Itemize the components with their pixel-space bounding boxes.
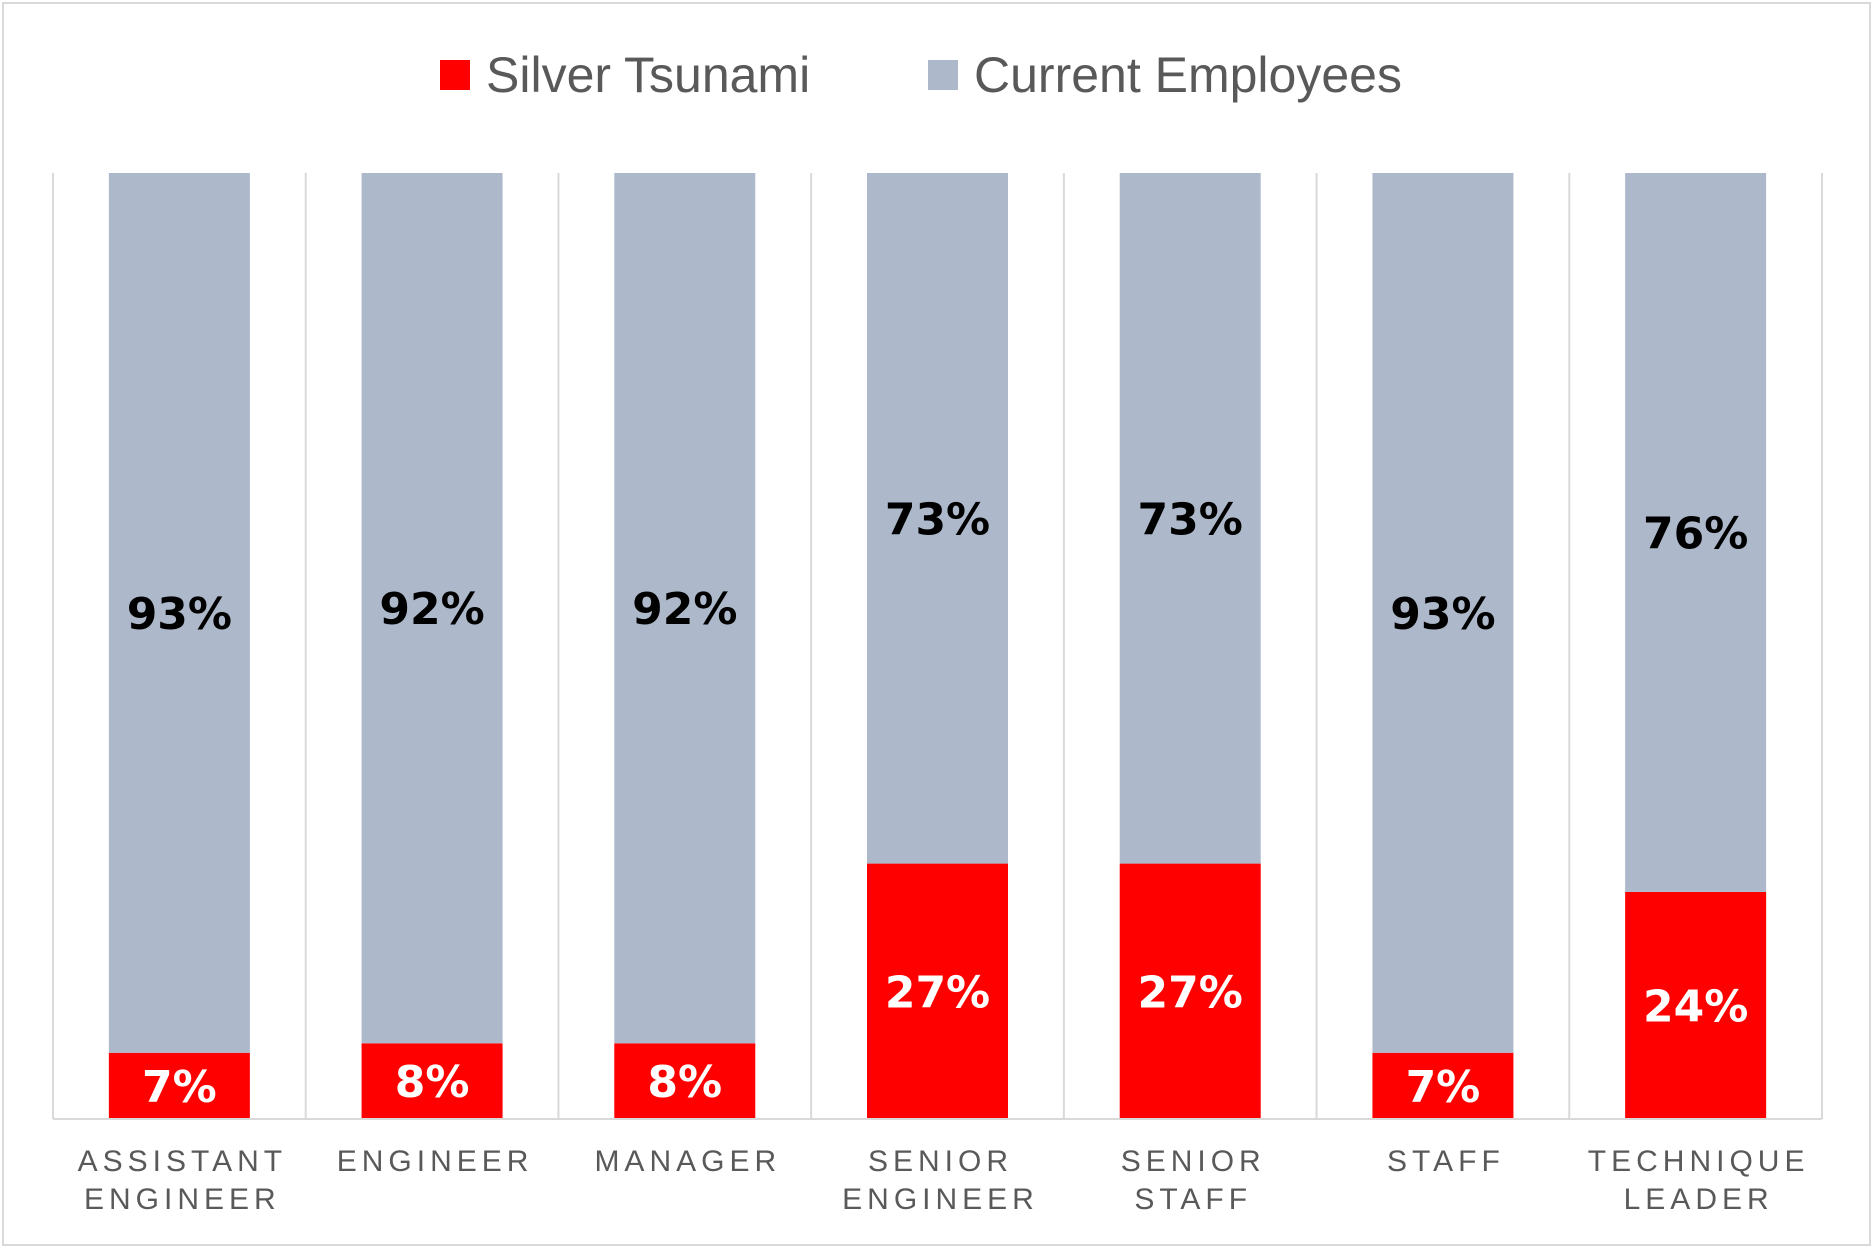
category-label-line: MANAGER bbox=[594, 1145, 781, 1178]
value-label-2-3: 92% bbox=[632, 584, 737, 635]
category-label-5: SENIOR STAFF bbox=[1121, 1145, 1266, 1216]
bar-segment-2-6 bbox=[1372, 173, 1514, 1053]
category-label-7: TECHNIQUE LEADER bbox=[1588, 1145, 1810, 1216]
category-label-line: STAFF bbox=[1387, 1145, 1505, 1178]
category-label-line: LEADER bbox=[1624, 1183, 1774, 1216]
category-label-line: TECHNIQUE bbox=[1588, 1145, 1810, 1178]
bar-segment-1-3 bbox=[614, 1043, 756, 1119]
bar-segment-1-6 bbox=[1372, 1052, 1514, 1119]
value-label-1-7: 24% bbox=[1643, 981, 1748, 1032]
category-label-4: SENIOR ENGINEER bbox=[842, 1145, 1039, 1216]
bar-segment-2-4 bbox=[867, 173, 1008, 864]
bars bbox=[108, 173, 1767, 1119]
category-label-line: SENIOR bbox=[868, 1145, 1013, 1178]
category-label-6: STAFF bbox=[1387, 1145, 1505, 1178]
category-label-line: ASSISTANT bbox=[78, 1145, 287, 1178]
category-label-3: MANAGER bbox=[594, 1145, 781, 1178]
value-label-2-5: 73% bbox=[1138, 494, 1243, 545]
legend-swatch-1 bbox=[440, 60, 470, 90]
value-label-1-1: 7% bbox=[142, 1062, 217, 1113]
value-label-1-2: 8% bbox=[395, 1057, 470, 1108]
legend-label-1: Silver Tsunami bbox=[486, 47, 810, 103]
bar-segment-2-7 bbox=[1625, 173, 1767, 892]
category-label-line: ENGINEER bbox=[337, 1145, 534, 1178]
legend: Silver Tsunami Current Employees bbox=[440, 47, 1402, 103]
value-labels: 7% 93% 8% 92% 8% 92% 27% 73% 27% 73% 7% 93% 24% 76% bbox=[127, 494, 1749, 1113]
legend-label-2: Current Employees bbox=[974, 47, 1402, 103]
bar-segment-1-4 bbox=[867, 863, 1008, 1119]
bar-segment-2-1 bbox=[108, 173, 250, 1053]
category-label-line: ENGINEER bbox=[84, 1183, 281, 1216]
value-label-2-1: 93% bbox=[127, 589, 232, 640]
value-label-2-7: 76% bbox=[1643, 508, 1748, 559]
value-label-1-5: 27% bbox=[1138, 967, 1243, 1018]
bar-segment-1-2 bbox=[361, 1043, 503, 1119]
bar-segment-2-2 bbox=[361, 173, 503, 1044]
category-label-line: SENIOR bbox=[1121, 1145, 1266, 1178]
category-separators bbox=[52, 173, 1823, 1119]
category-labels: ASSISTANT ENGINEER ENGINEER MANAGER SENIOR EN… bbox=[78, 1145, 1810, 1216]
category-label-line: STAFF bbox=[1134, 1183, 1252, 1216]
category-label-line: ENGINEER bbox=[842, 1183, 1039, 1216]
bar-segment-2-5 bbox=[1119, 173, 1261, 864]
value-label-1-6: 7% bbox=[1406, 1062, 1481, 1113]
value-label-2-6: 93% bbox=[1390, 589, 1495, 640]
bar-segment-1-7 bbox=[1625, 891, 1767, 1119]
bar-segment-1-5 bbox=[1119, 863, 1261, 1119]
bar-segment-2-3 bbox=[614, 173, 756, 1044]
category-label-1: ASSISTANT ENGINEER bbox=[78, 1145, 287, 1216]
value-label-1-4: 27% bbox=[885, 967, 990, 1018]
value-label-2-2: 92% bbox=[379, 584, 484, 635]
value-label-1-3: 8% bbox=[647, 1057, 722, 1108]
value-label-2-4: 73% bbox=[885, 494, 990, 545]
category-label-2: ENGINEER bbox=[337, 1145, 534, 1178]
legend-swatch-2 bbox=[928, 60, 958, 90]
bar-segment-1-1 bbox=[108, 1052, 250, 1119]
